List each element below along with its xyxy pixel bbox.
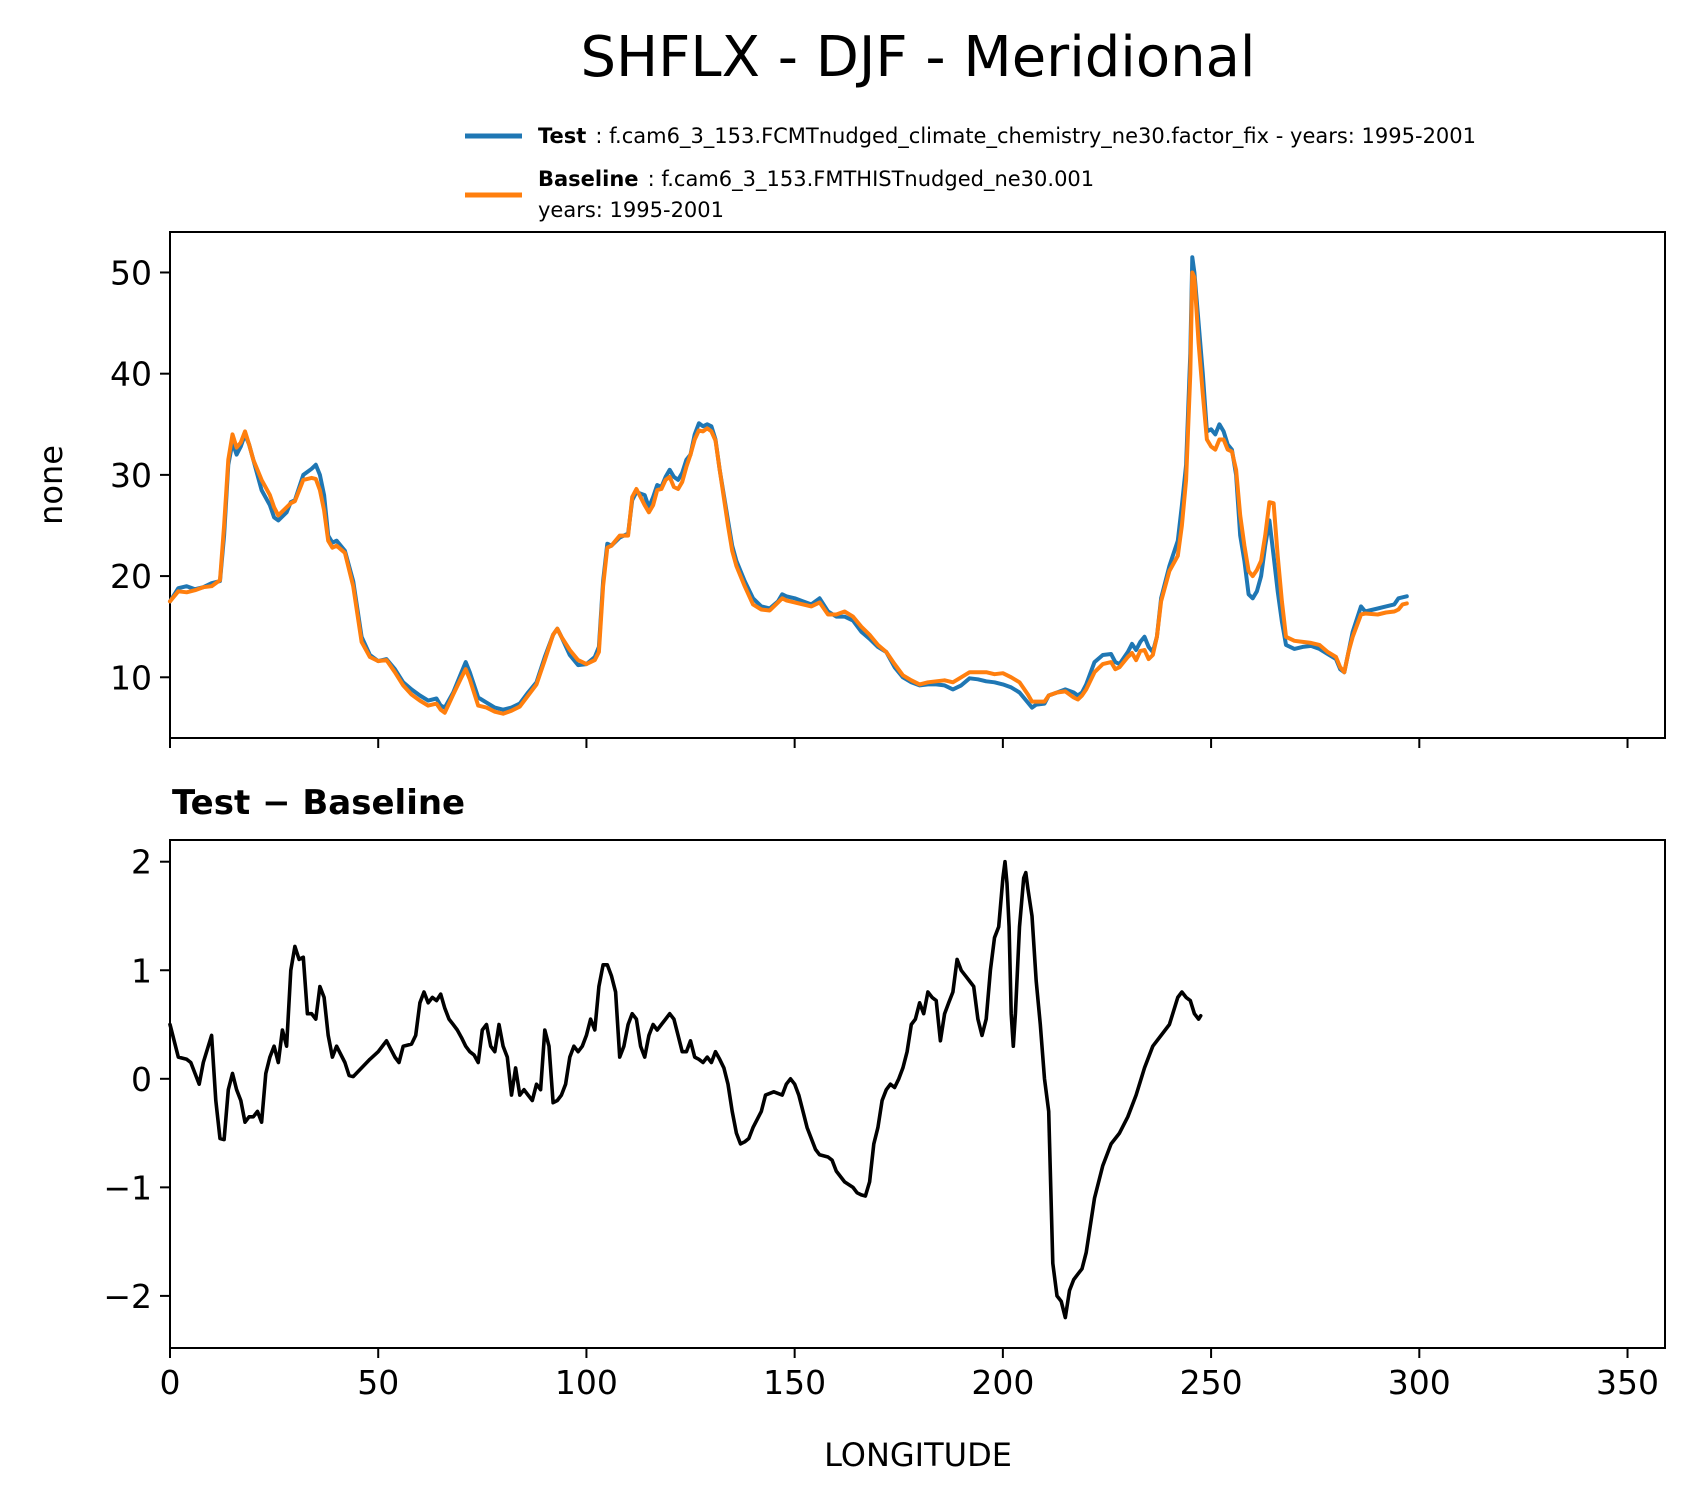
- svg-text:Test : f.cam6_3_153.FCMT: Test : f.cam6_3_153.FCMTnudged_climate_c…: [538, 124, 1476, 149]
- bottom-y-tick-label: 2: [131, 843, 152, 882]
- top-y-tick-label: 30: [110, 456, 152, 495]
- bottom-panel: Test − Baseline −2 −1 0 1 2 0 50 100 150 200 250 3…: [103, 783, 1666, 1474]
- top-y-tick-label: 40: [110, 355, 152, 394]
- top-y-axis-label: none: [32, 445, 70, 525]
- bottom-x-tick-label: 100: [555, 1363, 618, 1402]
- bottom-panel-title: Test − Baseline: [172, 783, 465, 823]
- legend-baseline-years: years: 1995-2001: [538, 198, 724, 222]
- legend-baseline-label: Baseline: [538, 167, 639, 191]
- legend-baseline-desc: : f.cam6_3_153.FMTHISTnudged_ne30.001: [648, 167, 1095, 192]
- top-series-test: [168, 255, 1409, 712]
- top-series-group: [168, 255, 1409, 716]
- bottom-y-tick-label: −1: [103, 1168, 152, 1207]
- legend: Test : f.cam6_3_153.FCMTnudged_climate_c…: [465, 124, 1476, 222]
- bottom-plot-frame: [169, 839, 1666, 1349]
- bottom-y-tick-label: 1: [131, 951, 152, 990]
- top-y-tick-label: 10: [110, 658, 152, 697]
- bottom-x-tick-label: 200: [971, 1363, 1034, 1402]
- top-y-tick-label: 50: [110, 253, 152, 292]
- top-y-ticks: 10 20 30 40 50: [110, 253, 170, 697]
- top-series-baseline: [168, 270, 1409, 716]
- figure-title: SHFLX - DJF - Meridional: [581, 25, 1256, 90]
- bottom-x-ticks: 0 50 100 150 200 250 300 350: [160, 1348, 1659, 1402]
- bottom-y-tick-label: −2: [103, 1277, 152, 1316]
- bottom-x-axis-label: LONGITUDE: [824, 1436, 1012, 1474]
- legend-test-label: Test: [538, 124, 586, 148]
- bottom-x-tick-label: 50: [357, 1363, 399, 1402]
- top-x-ticks: [169, 738, 1629, 748]
- bottom-series-group: [168, 859, 1203, 1320]
- top-plot-frame: [169, 231, 1666, 739]
- bottom-x-tick-label: 350: [1596, 1363, 1659, 1402]
- bottom-y-tick-label: 0: [131, 1060, 152, 1099]
- svg-text:Baseline : f.cam6_3_153.: Baseline : f.cam6_3_153.FMTHISTnudged_ne…: [538, 167, 1094, 192]
- legend-test-desc: : f.cam6_3_153.FCMTnudged_climate_chemis…: [595, 124, 1476, 149]
- top-y-tick-label: 20: [110, 557, 152, 596]
- bottom-series-test-baseline: [168, 859, 1203, 1320]
- bottom-x-tick-label: 250: [1180, 1363, 1243, 1402]
- top-panel: 10 20 30 40 50 none: [32, 231, 1666, 748]
- bottom-x-tick-label: 0: [160, 1363, 181, 1402]
- bottom-y-ticks: −2 −1 0 1 2: [103, 843, 170, 1316]
- bottom-x-tick-label: 300: [1388, 1363, 1451, 1402]
- bottom-x-tick-label: 150: [763, 1363, 826, 1402]
